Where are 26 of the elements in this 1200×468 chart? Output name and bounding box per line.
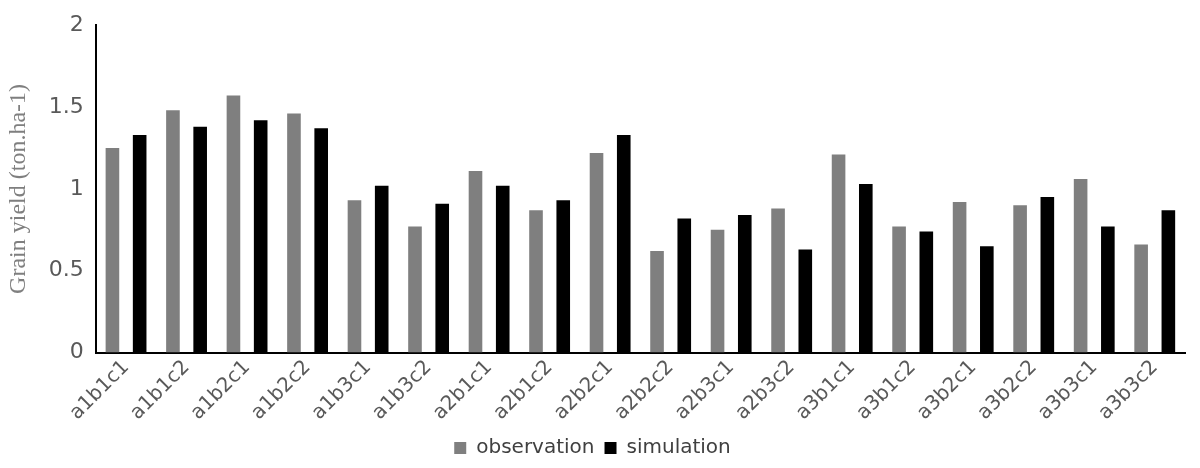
bar	[166, 110, 180, 353]
y-tick-label: 2	[69, 10, 84, 36]
legend-label: simulation	[626, 434, 731, 459]
bar	[408, 226, 422, 353]
bar	[1073, 179, 1088, 353]
y-tick-label: 0	[69, 338, 84, 364]
bar	[1013, 205, 1027, 353]
bar	[105, 147, 120, 353]
bar	[589, 152, 604, 353]
bar	[831, 154, 846, 353]
legend-label: observation	[476, 434, 595, 459]
y-tick-label: 1	[69, 174, 84, 200]
bar	[771, 208, 785, 353]
bar	[529, 210, 543, 353]
bar	[226, 95, 241, 353]
y-axis-title: Grain yield (ton.ha-1)	[3, 83, 30, 294]
bar	[347, 200, 362, 353]
bar	[287, 113, 301, 353]
bar	[650, 251, 664, 353]
bar	[468, 170, 483, 353]
y-tick-label: 0.5	[48, 256, 84, 282]
bar	[952, 202, 967, 353]
bar	[710, 229, 725, 353]
bar	[1134, 244, 1148, 353]
y-tick-label: 1.5	[48, 92, 84, 118]
bar	[892, 226, 906, 353]
